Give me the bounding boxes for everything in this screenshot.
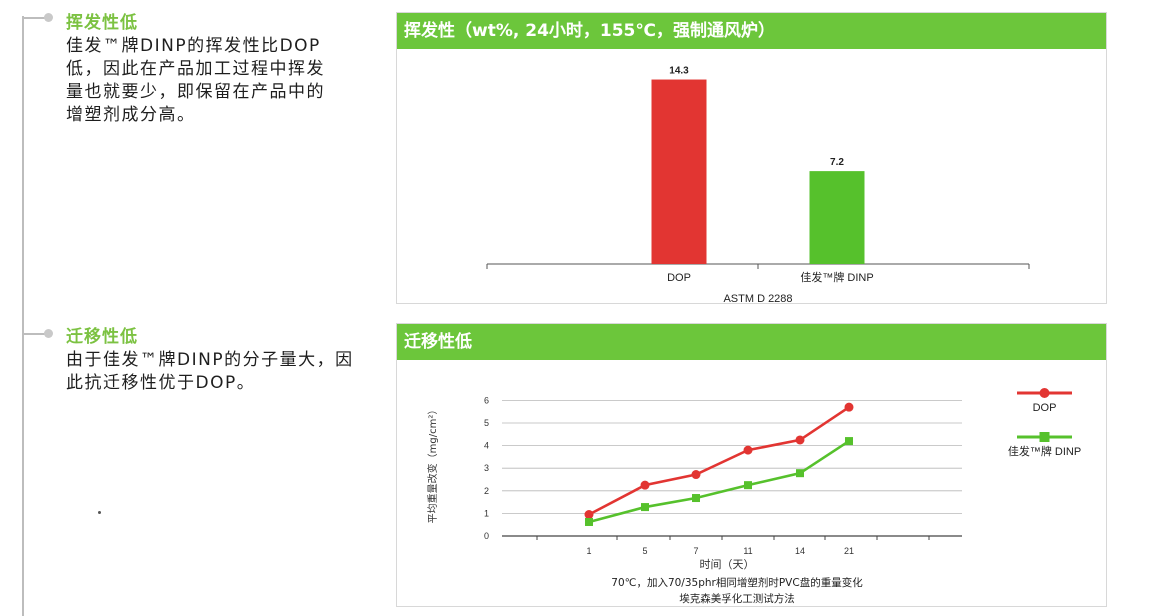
y-tick-label: 4: [484, 441, 489, 451]
data-point: [844, 402, 854, 412]
y-tick-label: 6: [484, 395, 489, 405]
volatility-line: 量也就要少，即保留在产品中的: [66, 82, 325, 102]
data-point: [641, 503, 649, 512]
legend-label: DOP: [1033, 402, 1057, 414]
volatility-line: 低，因此在产品加工过程中挥发: [66, 59, 325, 79]
y-tick-label: 1: [484, 508, 489, 518]
data-point: [845, 437, 853, 446]
series-line-0: [588, 406, 850, 516]
migration-title: 迁移性低: [66, 327, 138, 347]
volatility-chart-panel: 挥发性（wt%, 24小时，155℃，强制通风炉） 14.3 DOP 7.2 佳发™牌…: [396, 12, 1107, 304]
x-tick-label: 11: [743, 546, 752, 556]
x-axis-title: 时间（天）: [700, 558, 755, 571]
chart-caption: 埃克森美孚化工测试方法: [679, 592, 795, 605]
migration-text: 由于佳发™牌DINP的分子量大，因 此抗迁移性优于DOP。: [66, 349, 354, 395]
migration-chart-panel: 迁移性低 0 1 2 3 4 5 6 1 5 7 11 14 21 时间（天） 平均重量改变（mg/cm²）…: [396, 323, 1107, 607]
x-tick-label: 1: [586, 546, 591, 556]
data-point: [796, 469, 804, 478]
data-point: [795, 435, 805, 445]
x-axis-label: ASTM D 2288: [723, 293, 792, 303]
migration-line-chart: 0 1 2 3 4 5 6 1 5 7 11 14 21 时间（天） 平均重量改变（mg/cm²） DOP 佳发…: [426, 388, 1081, 605]
bar-1: [809, 171, 865, 264]
x-tick-label: 21: [844, 546, 854, 556]
timeline-bullet-icon: [44, 13, 53, 22]
bar-value-label: 14.3: [669, 66, 689, 77]
series-line-1: [588, 439, 850, 524]
data-point: [692, 494, 700, 503]
volatility-line: 佳发™牌DINP的挥发性比DOP: [66, 36, 321, 56]
migration-line: 由于佳发™牌DINP的分子量大，因: [66, 350, 354, 370]
y-tick-label: 3: [484, 463, 489, 473]
x-tick-label: 5: [642, 546, 647, 556]
y-tick-label: 5: [484, 418, 489, 428]
timeline-tick: [22, 333, 46, 335]
volatility-bar-chart: 14.3 DOP 7.2 佳发™牌 DINP ASTM D 2288: [486, 66, 1030, 303]
chart-caption: 70℃，加入70/35phr相同增塑剂时PVC盘的重量变化: [611, 576, 863, 589]
category-label: 佳发™牌 DINP: [800, 270, 873, 284]
volatility-text: 佳发™牌DINP的挥发性比DOP 低，因此在产品加工过程中挥发 量也就要少，即保…: [66, 35, 325, 127]
y-tick-label: 2: [484, 486, 489, 496]
scan-speck: [98, 511, 101, 514]
timeline-tick: [22, 17, 46, 19]
data-point: [584, 510, 594, 520]
timeline-line: [22, 16, 24, 616]
legend-label: 佳发™牌 DINP: [1008, 444, 1081, 458]
x-tick-label: 14: [795, 546, 805, 556]
x-tick-label: 7: [693, 546, 698, 556]
data-point: [744, 481, 752, 490]
data-point: [585, 517, 593, 526]
data-point: [691, 470, 701, 480]
legend-marker: [1039, 388, 1050, 398]
timeline-bullet-icon: [44, 329, 53, 338]
y-tick-label: 0: [484, 531, 489, 541]
legend-marker: [1039, 432, 1050, 442]
bar-0: [651, 79, 707, 264]
data-point: [743, 445, 753, 455]
migration-chart-title: 迁移性低: [397, 324, 1106, 360]
bar-value-label: 7.2: [830, 157, 844, 168]
migration-line: 此抗迁移性优于DOP。: [66, 373, 256, 393]
category-label: DOP: [667, 272, 691, 284]
data-point: [640, 480, 650, 490]
volatility-line: 增塑剂成分高。: [66, 105, 196, 125]
volatility-chart-title: 挥发性（wt%, 24小时，155℃，强制通风炉）: [397, 13, 1106, 49]
y-axis-title: 平均重量改变（mg/cm²）: [426, 405, 439, 524]
volatility-title: 挥发性低: [66, 13, 138, 33]
